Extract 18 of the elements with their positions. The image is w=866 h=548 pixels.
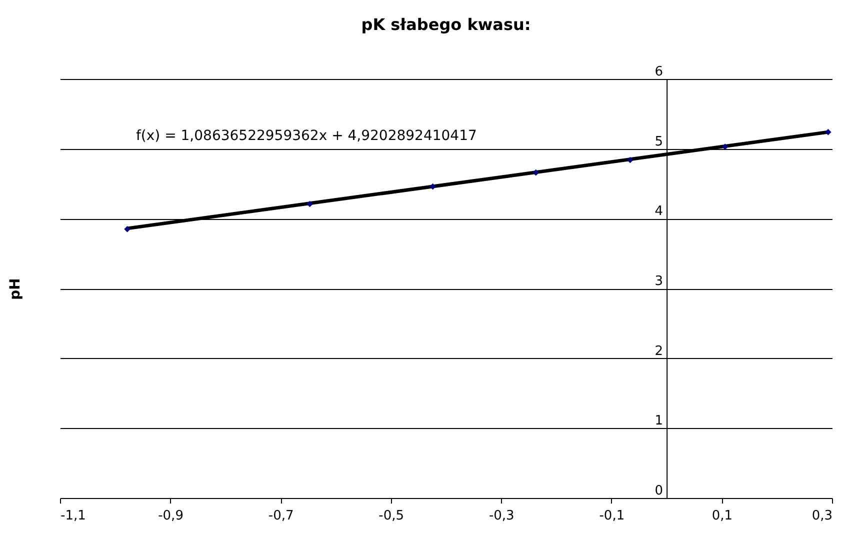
y-tick-label: 6 [654,64,664,80]
y-tick-label: 2 [654,344,664,359]
x-tick-label: 0,1 [712,508,733,524]
y-tick-label: 5 [654,134,664,150]
y-tick-label: 4 [654,204,664,220]
annotation: f(x) = 1,08636522959362x + 4,9202892410417 [136,128,477,144]
chart-title: pK słabego kwasu: [361,15,531,34]
x-tick-label: -1,1 [60,508,86,524]
y-axis-title: pH [8,278,24,300]
x-tick-label: -0,7 [268,508,294,524]
x-tick-label: -0,5 [378,508,404,524]
x-tick-label: -0,3 [488,508,514,524]
y-tick-label: 1 [654,414,664,429]
x-tick-label: -0,1 [599,508,625,524]
y-tick-label: 3 [654,274,664,289]
y-tick-label: 0 [654,484,664,498]
x-tick-label: 0,3 [812,508,832,524]
x-tick-label: -0,9 [158,508,184,524]
